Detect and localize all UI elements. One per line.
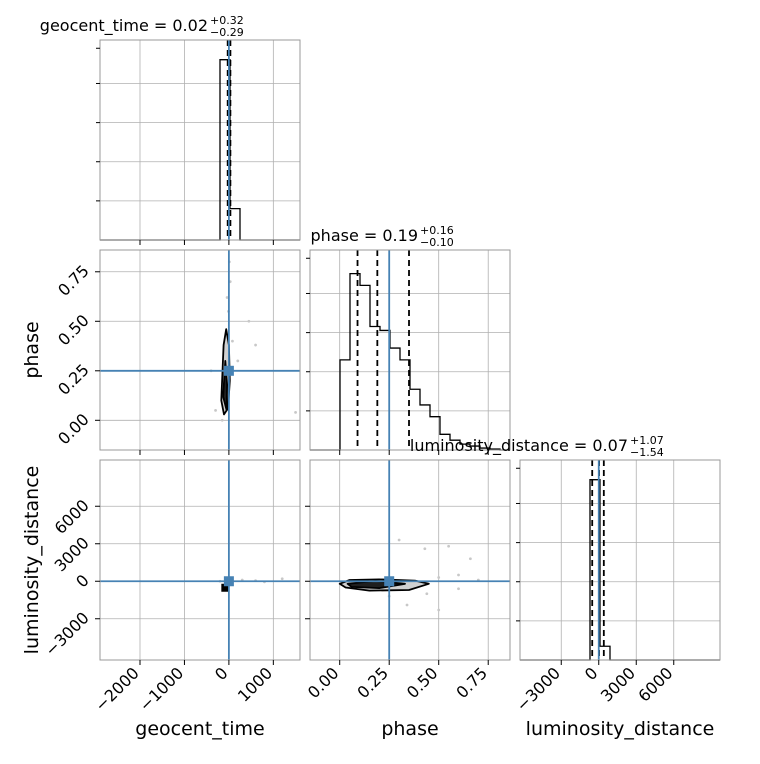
panel-title-lower-error: −1.54 [630,446,664,459]
grid-lines [139,40,274,240]
histogram-geocent_time [100,59,300,241]
sample-point [397,538,401,542]
panel-phase-vs-geocent_time [99,249,301,451]
x-axis-label-luminosity_distance: luminosity_distance [526,718,715,740]
panel-title: luminosity_distance = 0.07 [410,436,628,456]
panel-title-upper-error: +1.07 [630,434,664,447]
sample-point [220,418,224,422]
x-tick-label: 0.50 [403,663,442,702]
x-tick-label: 0.75 [452,663,491,702]
panel-hist-geocent_time [99,39,301,241]
panel-title-lower-error: −0.29 [210,26,244,39]
y-axis-label-luminosity_distance: luminosity_distance [21,466,43,655]
y-tick-label: 0 [72,571,93,592]
y-tick-label: 0.00 [54,410,93,449]
panel-hist-luminosity_distance [519,459,721,661]
panel-title: geocent_time = 0.02 [40,16,208,36]
truth-marker [223,576,234,587]
x-tick-label: 3000 [597,663,639,705]
sample-point [214,408,217,412]
x-tick-label: −2000 [91,663,143,715]
sample-point [231,339,234,343]
sample-point [437,608,441,612]
sample-point [294,410,297,414]
panel-title-phase: phase = 0.19 +0.16−0.10 [311,224,454,249]
panel-title-luminosity_distance: luminosity_distance = 0.07 +1.07−1.54 [410,434,664,459]
sample-point [423,547,427,551]
grid-lines [100,83,300,202]
histogram-phase [310,272,510,451]
sample-point [280,577,284,581]
panel-title: phase = 0.19 [311,226,418,245]
grid-lines [100,271,300,421]
histogram-luminosity_distance [520,479,720,661]
x-tick-label: 0 [211,663,232,684]
sample-point [457,573,460,577]
grid-lines [520,503,720,622]
sample-point [247,319,251,323]
sample-point [425,592,429,596]
sample-point [437,576,441,579]
x-axis-label-geocent_time: geocent_time [135,718,264,740]
y-tick-label: 3000 [51,533,93,575]
grid-lines [139,460,274,660]
sample-point [236,359,240,363]
panel-title-upper-error: +0.16 [420,224,454,237]
y-axis-label-phase: phase [21,321,43,378]
sample-point [405,603,409,607]
sample-point [447,544,451,548]
truth-marker [223,365,234,376]
grid-lines [339,460,489,660]
y-tick-label: 0.75 [54,261,93,300]
x-tick-label: −3000 [512,663,564,715]
sample-point [468,557,472,561]
panel-title-upper-error: +0.32 [210,14,244,27]
panel-hist-phase [309,249,511,451]
grid-lines [339,250,489,450]
truth-marker [384,576,395,587]
y-tick-label: −3000 [41,608,93,660]
x-tick-label: 6000 [634,663,676,705]
grid-lines [560,460,675,660]
x-tick-label: 0 [581,663,602,684]
x-tick-label: 0.25 [353,663,392,702]
x-tick-label: −1000 [136,663,188,715]
sample-point [254,343,257,347]
panel-title-lower-error: −0.10 [420,236,454,249]
sample-point [225,296,229,299]
y-tick-label: 0.50 [54,311,93,350]
y-tick-label: 6000 [51,496,93,538]
grid-lines [100,505,300,620]
panel-luminosity_distance-vs-geocent_time [99,459,301,661]
x-axis-label-phase: phase [381,718,438,740]
x-tick-label: 1000 [234,663,276,705]
panel-title-geocent_time: geocent_time = 0.02 +0.32−0.29 [40,14,244,39]
panel-luminosity_distance-vs-phase [309,459,511,661]
sample-point [457,587,460,591]
x-tick-label: 0.00 [304,663,343,702]
density-core [221,583,230,592]
y-tick-label: 0.25 [54,360,93,399]
